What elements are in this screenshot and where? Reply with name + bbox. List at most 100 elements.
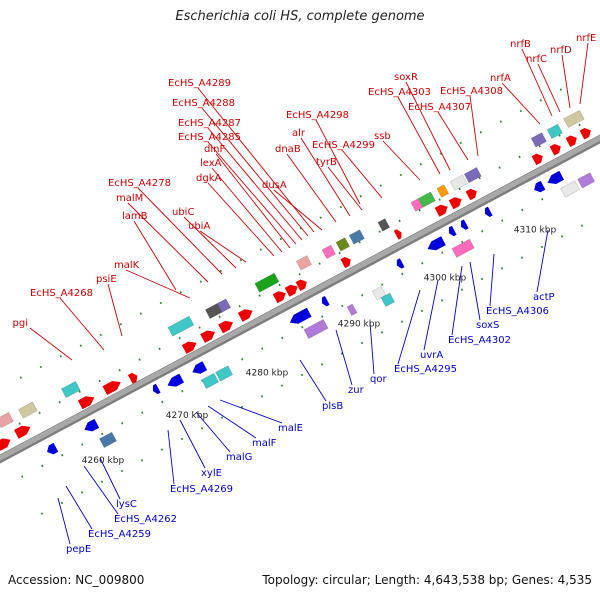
tick-mark <box>341 304 344 308</box>
tick-mark <box>178 337 181 340</box>
forward-label-leader <box>397 96 441 175</box>
tick-mark <box>301 326 304 329</box>
reverse-label-leader <box>219 399 283 424</box>
scale-label: 4270 kbp <box>166 411 209 421</box>
reverse-label-leader <box>489 253 495 307</box>
forward-cog-box <box>530 132 547 148</box>
forward-gene-label: EcHS_A4285 <box>178 132 241 143</box>
tick-mark <box>278 283 281 287</box>
scale-label: 4280 kbp <box>246 369 289 379</box>
reverse-label-leader <box>369 321 375 375</box>
reverse-gene-label: plsB <box>322 401 343 412</box>
forward-gene-label: EcHS_A4278 <box>108 178 171 189</box>
forward-label-leader <box>125 269 191 299</box>
forward-label-leader <box>133 220 177 291</box>
forward-cog-box <box>60 380 81 399</box>
tick-mark <box>200 427 204 430</box>
tick-mark <box>580 224 584 227</box>
forward-gene-label: lexA <box>200 158 222 169</box>
tick-mark <box>239 259 242 262</box>
tick-mark <box>321 315 324 318</box>
scale-label: 4260 kbp <box>82 456 125 466</box>
forward-gene-arrow <box>465 188 477 201</box>
forward-gene-arrow <box>531 153 543 166</box>
forward-gene-label: EcHS_A4289 <box>168 78 231 89</box>
tick-mark <box>280 384 284 387</box>
forward-gene-label: dinF <box>204 144 225 155</box>
reverse-label-leader <box>397 289 421 365</box>
reverse-gene-arrow <box>396 258 405 269</box>
tick-mark <box>218 315 221 319</box>
reverse-label-leader <box>83 465 119 515</box>
reverse-gene-arrow <box>84 418 100 432</box>
tick-mark <box>379 184 382 187</box>
tick-mark <box>459 141 462 145</box>
tick-mark <box>578 123 581 127</box>
forward-gene-arrow <box>340 256 351 269</box>
tick-mark <box>119 323 122 326</box>
forward-gene-label: malM <box>116 193 143 204</box>
forward-cog-box <box>0 411 14 429</box>
tick-mark <box>60 501 64 505</box>
forward-gene-arrow <box>272 291 286 304</box>
label-leader-lines <box>29 42 589 545</box>
forward-gene-label: EcHS_A4288 <box>172 98 235 109</box>
forward-gene-arrow <box>0 438 11 451</box>
forward-label-leader <box>405 81 451 171</box>
forward-cog-box <box>216 298 232 313</box>
forward-gene-arrow <box>393 229 402 240</box>
reverse-gene-label: actP <box>533 292 555 303</box>
tick-mark <box>238 305 241 308</box>
reverse-gene-label: pepE <box>66 544 91 555</box>
reverse-gene-label: uvrA <box>420 350 443 361</box>
reverse-cog-box <box>346 303 358 317</box>
reverse-gene-arrow <box>47 442 59 455</box>
tick-mark <box>100 480 104 483</box>
tick-mark <box>358 241 361 244</box>
reverse-gene-arrow <box>321 295 330 307</box>
forward-cog-box <box>449 174 468 191</box>
reverse-label-leader <box>536 229 549 293</box>
forward-cog-box <box>167 315 195 337</box>
forward-cog-box <box>463 166 482 184</box>
forward-gene-arrow <box>295 279 307 291</box>
forward-gene-arrow <box>237 309 253 322</box>
tick-mark <box>440 299 444 302</box>
tick-mark <box>78 390 81 393</box>
reverse-label-leader <box>99 457 121 500</box>
reverse-label-leader <box>65 485 93 530</box>
tick-mark <box>160 448 164 451</box>
tick-mark <box>79 344 82 347</box>
tick-mark <box>241 358 244 361</box>
reverse-label-leader <box>423 279 439 351</box>
tick-mark <box>381 283 384 286</box>
tick-mark <box>458 187 461 191</box>
tick-mark <box>538 145 541 148</box>
forward-label-leader <box>183 216 237 269</box>
gene-tracks <box>0 88 600 515</box>
tick-mark <box>520 256 524 259</box>
forward-label-leader <box>215 153 291 249</box>
reverse-gene-arrow <box>460 219 469 230</box>
tick-mark <box>518 155 521 159</box>
reverse-gene-arrow <box>167 373 185 387</box>
accession-text: Accession: NC_009800 <box>8 573 145 587</box>
tick-mark <box>121 422 124 425</box>
forward-label-leader <box>382 140 421 181</box>
reverse-gene-arrow <box>547 170 565 184</box>
reverse-gene-label: EcHS_A4259 <box>88 529 151 540</box>
reverse-gene-arrow <box>427 236 446 251</box>
tick-mark <box>161 400 164 404</box>
tick-mark <box>461 240 464 244</box>
tick-mark <box>80 491 84 494</box>
tick-mark <box>21 475 24 478</box>
tick-mark <box>399 173 402 177</box>
tick-mark <box>500 267 504 270</box>
reverse-label-leader <box>469 261 481 321</box>
tick-mark <box>299 227 302 230</box>
backbone <box>0 135 600 461</box>
forward-cog-box <box>254 272 280 293</box>
forward-cog-box <box>410 198 424 212</box>
forward-gene-arrow <box>127 372 138 384</box>
